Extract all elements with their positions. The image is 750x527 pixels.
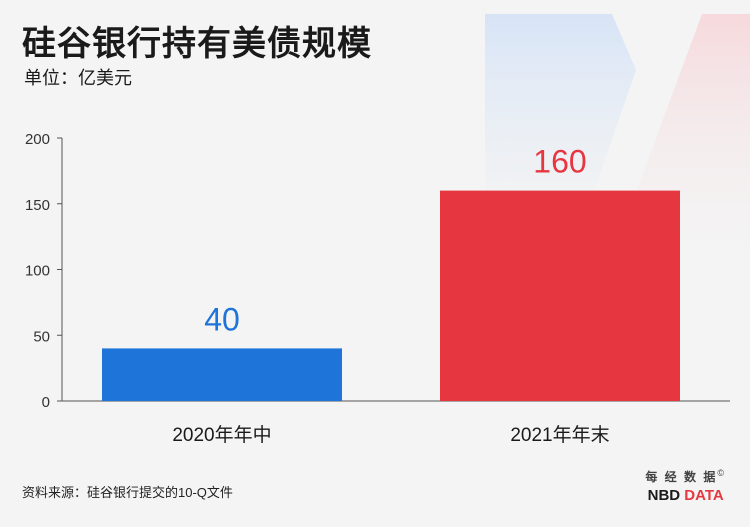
- brand-en-text: NBD DATA: [647, 487, 724, 504]
- y-tick-label: 0: [42, 394, 50, 411]
- brand-cn-text: 每 经 数 据©: [645, 468, 726, 484]
- bar-value-label: 40: [204, 301, 240, 337]
- category-label: 2021年年末: [510, 424, 609, 446]
- source-note: 资料来源：硅谷银行提交的10-Q文件: [22, 485, 233, 500]
- chart-title: 硅谷银行持有美债规模: [22, 25, 372, 63]
- y-tick-label: 150: [25, 197, 50, 214]
- y-tick-label: 50: [33, 328, 50, 345]
- y-tick-label: 100: [25, 263, 50, 280]
- bars: [102, 190, 680, 401]
- bar-1: [440, 190, 680, 401]
- unit-label: 单位：亿美元: [24, 68, 132, 88]
- bar-value-label: 160: [533, 144, 586, 180]
- y-tick-label: 200: [25, 131, 50, 148]
- labels: 40 2020年年中 160 2021年年末: [172, 144, 609, 446]
- category-label: 2020年年中: [172, 424, 271, 446]
- brand-logo: 每 经 数 据© NBD DATA: [645, 468, 726, 504]
- bar-0: [102, 348, 342, 401]
